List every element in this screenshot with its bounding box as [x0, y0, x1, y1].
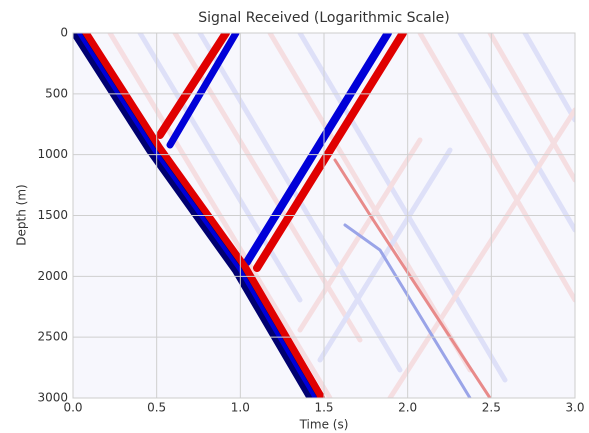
y-tick-label: 1500 — [37, 208, 68, 222]
x-tick-label: 1.5 — [314, 401, 333, 415]
y-tick-label: 2000 — [37, 269, 68, 283]
y-tick-label: 3000 — [37, 391, 68, 405]
x-tick-label: 1.0 — [231, 401, 250, 415]
y-tick-label: 1000 — [37, 147, 68, 161]
x-axis-label: Time (s) — [299, 418, 349, 432]
chart: Signal Received (Logarithmic Scale) Time… — [0, 0, 589, 433]
x-tick-label: 2.0 — [398, 401, 417, 415]
y-axis-label: Depth (m) — [15, 184, 29, 245]
x-tick-label: 0.5 — [147, 401, 166, 415]
y-tick-label: 2500 — [37, 330, 68, 344]
x-tick-label: 2.5 — [482, 401, 501, 415]
chart-title: Signal Received (Logarithmic Scale) — [198, 10, 449, 26]
y-tick-label: 0 — [60, 26, 68, 40]
x-tick-label: 3.0 — [565, 401, 584, 415]
y-tick-label: 500 — [45, 86, 68, 100]
